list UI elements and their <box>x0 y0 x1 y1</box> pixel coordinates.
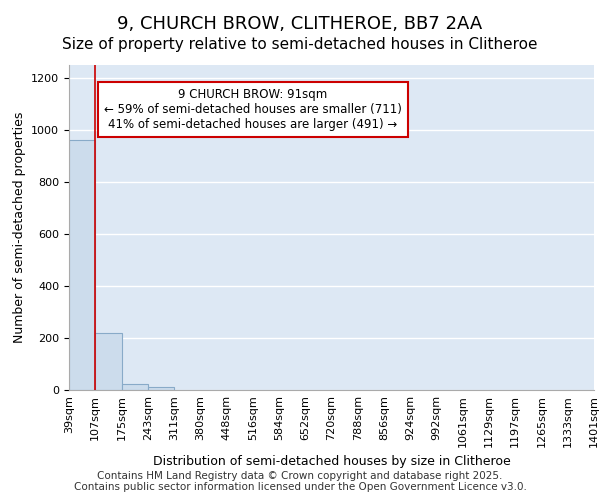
Y-axis label: Number of semi-detached properties: Number of semi-detached properties <box>13 112 26 343</box>
Bar <box>148 388 174 390</box>
Text: Contains HM Land Registry data © Crown copyright and database right 2025.
Contai: Contains HM Land Registry data © Crown c… <box>74 471 526 492</box>
Bar <box>121 384 148 390</box>
Text: Size of property relative to semi-detached houses in Clitheroe: Size of property relative to semi-detach… <box>62 38 538 52</box>
Bar <box>95 333 121 390</box>
Bar <box>69 140 95 390</box>
Text: 9, CHURCH BROW, CLITHEROE, BB7 2AA: 9, CHURCH BROW, CLITHEROE, BB7 2AA <box>118 15 482 33</box>
X-axis label: Distribution of semi-detached houses by size in Clitheroe: Distribution of semi-detached houses by … <box>152 455 511 468</box>
Text: 9 CHURCH BROW: 91sqm
← 59% of semi-detached houses are smaller (711)
41% of semi: 9 CHURCH BROW: 91sqm ← 59% of semi-detac… <box>104 88 401 130</box>
